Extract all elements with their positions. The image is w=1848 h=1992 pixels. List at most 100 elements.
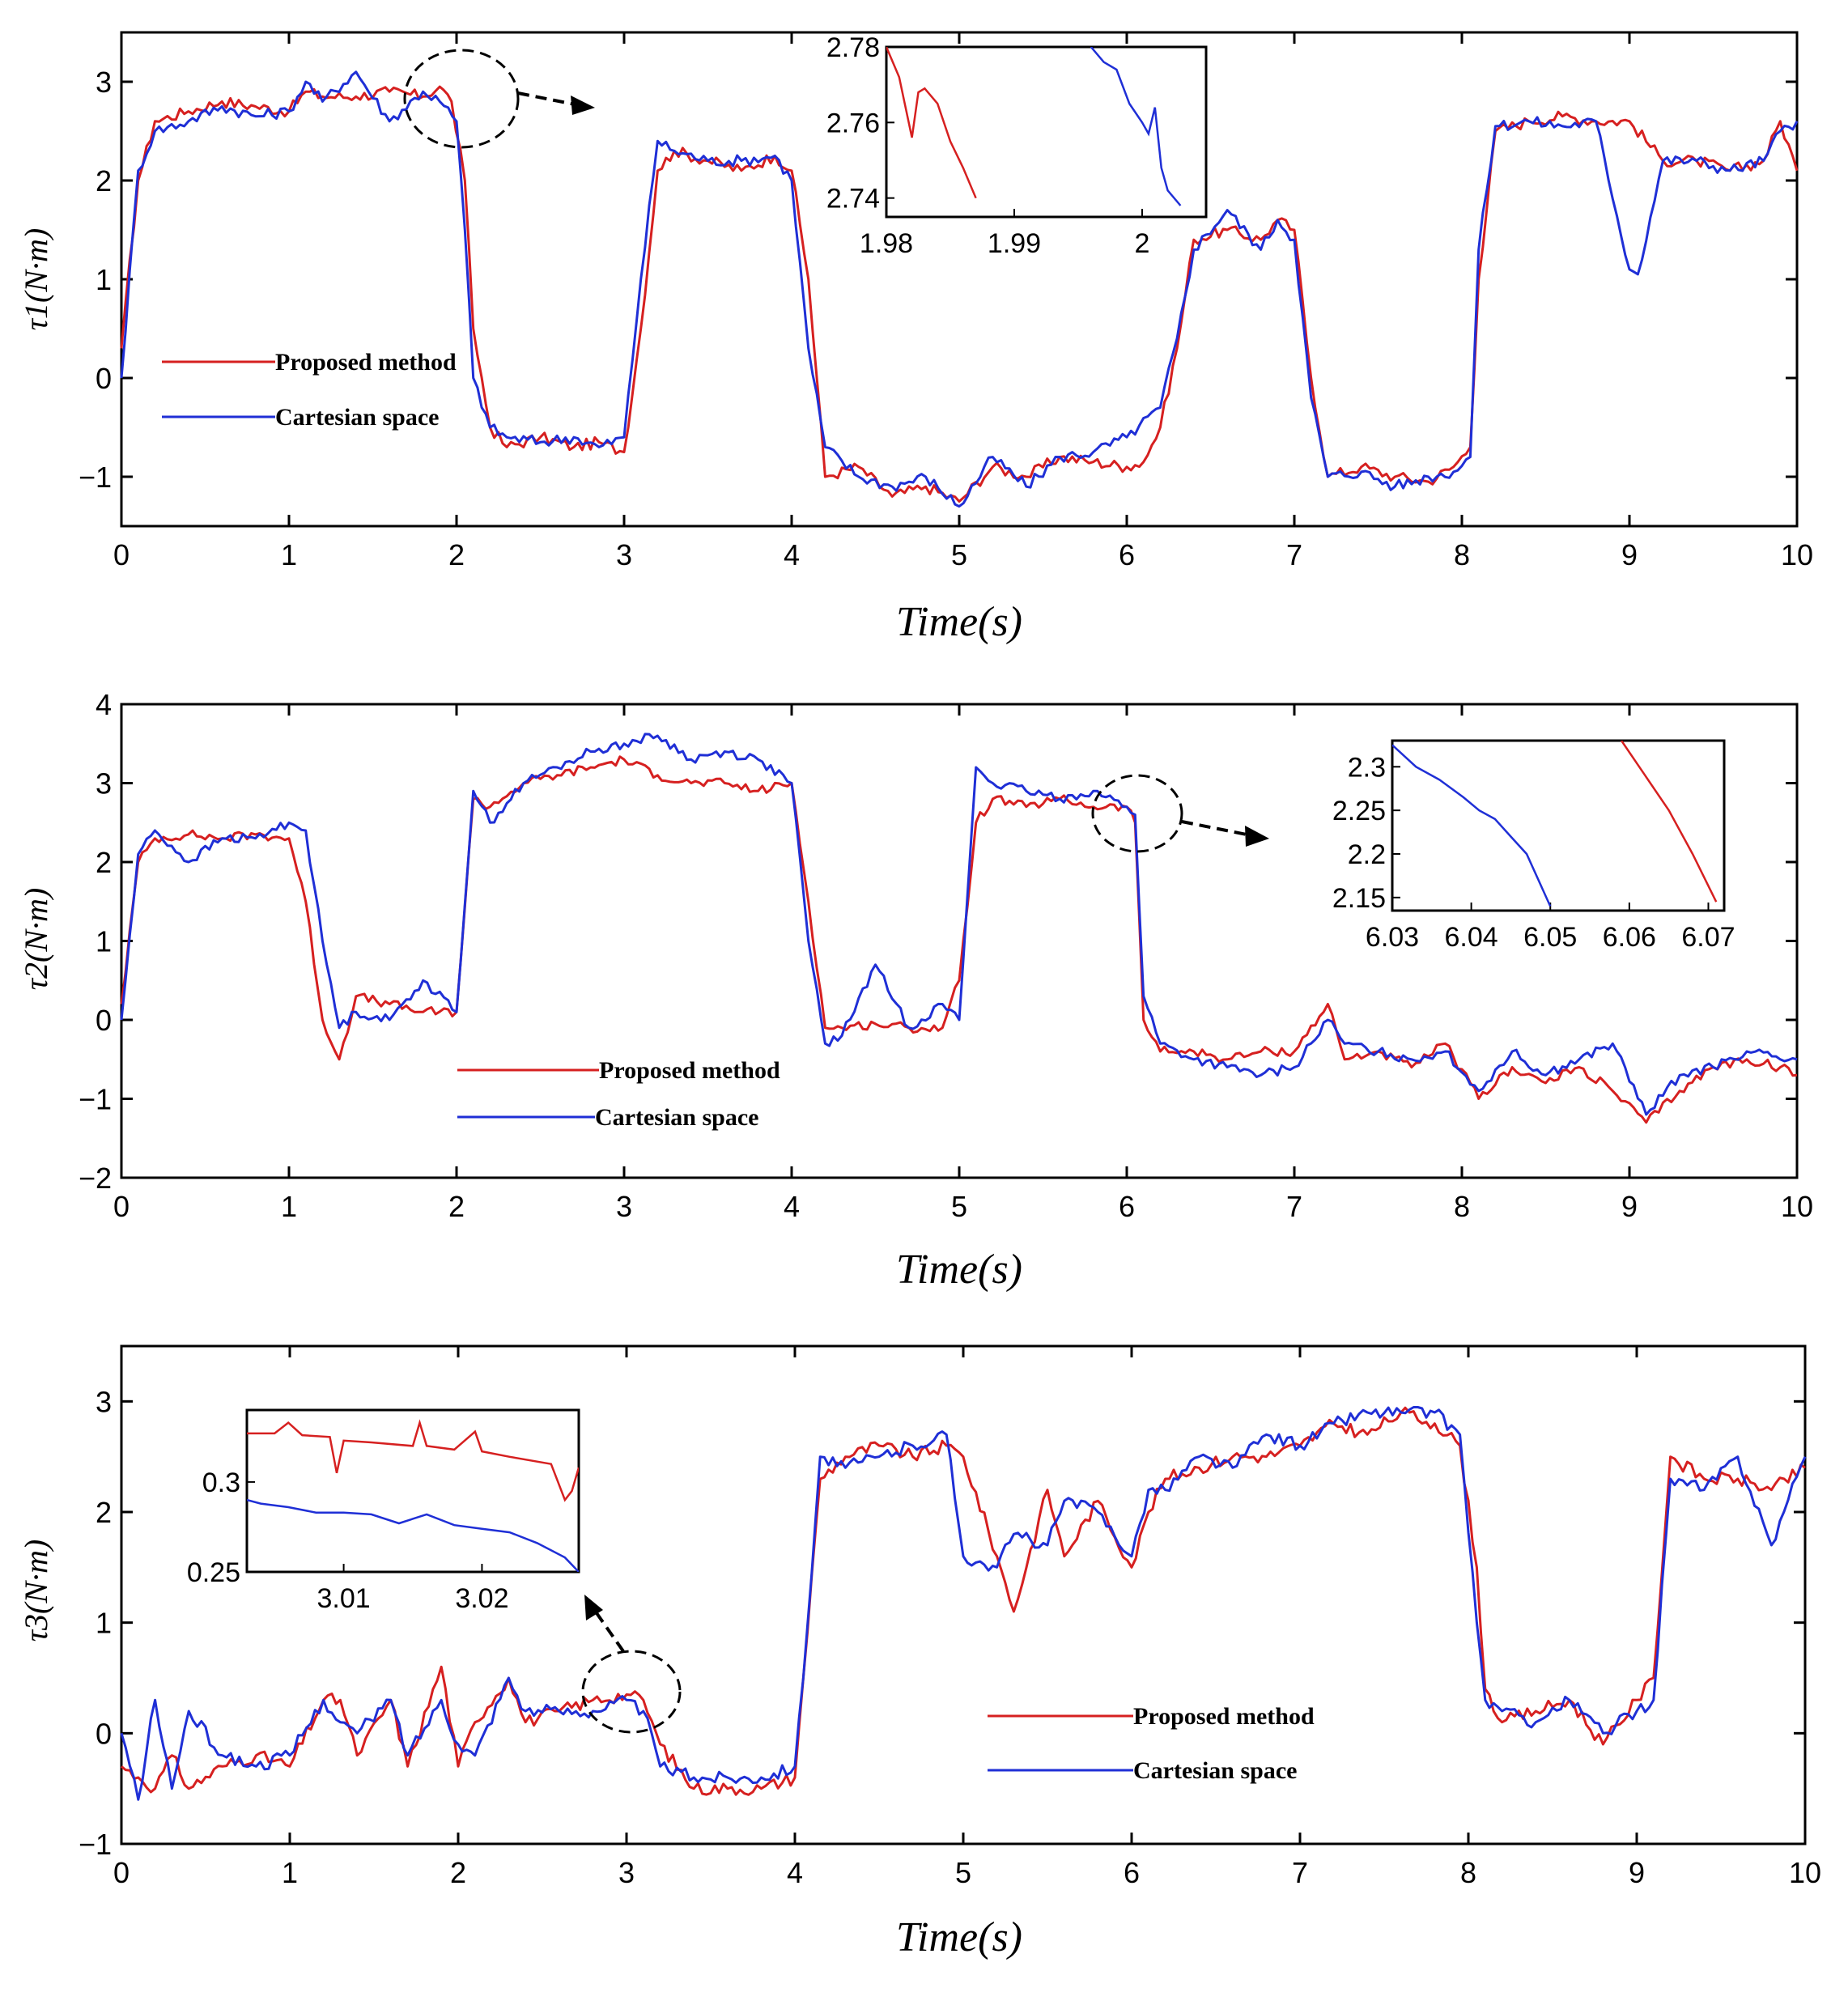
legend-label-cartesian: Cartesian space: [1133, 1757, 1297, 1784]
inset-x-tick-label: 6.05: [1523, 922, 1577, 953]
inset-series-line-cartesian: [1090, 47, 1182, 206]
inset-frame: [885, 45, 1208, 219]
x-tick-label: 5: [951, 1190, 967, 1223]
x-tick-label: 6: [1119, 538, 1135, 571]
legend: Proposed method Cartesian space: [162, 349, 457, 431]
inset-x-tick-label: 1.99: [988, 228, 1041, 259]
inset-y-tick-label: 2.3: [1348, 752, 1386, 783]
inset-y-tick-label: 0.25: [187, 1557, 240, 1588]
x-axis-label: Time(s): [896, 1247, 1022, 1293]
inset-y-tick-label: 2.15: [1332, 883, 1386, 914]
inset-chart: 6.03 6.04 6.05 6.06 6.07 2.3 2.25 2.2 2.15: [1332, 739, 1735, 953]
zoom-arrow: [1181, 820, 1251, 837]
inset-x-tick-label: 2: [1135, 228, 1150, 259]
inset-y-tick-label: 2.78: [826, 32, 880, 63]
zoom-ellipse: [1091, 774, 1183, 853]
zoom-arrow-head: [1245, 826, 1269, 847]
x-tick-label: 4: [784, 1190, 800, 1223]
inset-series-line-cartesian: [247, 1498, 579, 1572]
zoom-annotation: [581, 1595, 682, 1734]
legend-label-proposed: Proposed method: [599, 1057, 780, 1084]
x-tick-label: 6: [1119, 1190, 1135, 1223]
y-tick-label: 1: [96, 1607, 112, 1640]
inset-x-tick-label: 1.98: [860, 228, 913, 259]
x-tick-label: 9: [1629, 1856, 1645, 1889]
series-layer: [120, 733, 1798, 1124]
zoom-arrow-head: [571, 96, 595, 115]
y-tick-label: −1: [79, 1828, 112, 1861]
x-tick-label: 1: [282, 1856, 298, 1889]
x-tick-label: 1: [281, 538, 297, 571]
y-tick-label: 1: [96, 263, 112, 296]
x-tick-label: 10: [1789, 1856, 1821, 1889]
x-tick-label: 0: [113, 538, 130, 571]
x-tick-label: 2: [450, 1856, 466, 1889]
x-tick-label: 3: [616, 538, 632, 571]
x-tick-label: 3: [616, 1190, 632, 1223]
inset-y-tick-label: 2.74: [826, 184, 880, 214]
inset-chart: 3.01 3.02 0.3 0.25: [187, 1408, 580, 1614]
x-tick-label: 6: [1124, 1856, 1140, 1889]
inset-x-tick-label: 3.01: [316, 1583, 370, 1614]
zoom-annotation: [403, 49, 595, 149]
y-tick-label: 0: [96, 1717, 112, 1750]
series-layer: [120, 1406, 1807, 1801]
series-line-cartesian: [120, 70, 1799, 508]
y-axis-label: τ3(N·m): [18, 1540, 54, 1642]
y-tick-label: 0: [96, 362, 112, 395]
x-tick-label: 1: [281, 1190, 297, 1223]
y-tick-label: 4: [96, 688, 112, 721]
y-tick-label: −1: [79, 1083, 112, 1116]
inset-frame: [245, 1408, 580, 1574]
y-tick-label: 0: [96, 1004, 112, 1037]
x-axis-label: Time(s): [896, 1914, 1022, 1960]
zoom-arrow-head: [584, 1595, 603, 1620]
zoom-ellipse: [581, 1650, 682, 1734]
y-tick-label: 3: [96, 1385, 112, 1418]
inset-series-line-cartesian: [1392, 744, 1552, 907]
y-tick-label: 3: [96, 767, 112, 801]
inset-x-tick-label: 3.02: [455, 1583, 508, 1614]
x-tick-label: 2: [448, 1190, 465, 1223]
x-tick-label: 2: [448, 538, 465, 571]
x-tick-label: 5: [955, 1856, 971, 1889]
x-tick-label: 10: [1781, 538, 1813, 571]
x-tick-label: 5: [951, 538, 967, 571]
zoom-arrow: [593, 1609, 625, 1653]
y-axis-label: τ1(N·m): [18, 228, 54, 331]
series-line-cartesian: [120, 733, 1798, 1116]
x-tick-label: 4: [784, 538, 800, 571]
inset-series-line-proposed: [1621, 741, 1718, 903]
y-tick-label: −2: [79, 1162, 112, 1195]
legend-label-proposed: Proposed method: [275, 349, 457, 376]
inset-y-tick-label: 2.2: [1348, 839, 1386, 870]
x-axis-label: Time(s): [896, 599, 1022, 645]
x-tick-label: 3: [618, 1856, 635, 1889]
y-tick-label: 1: [96, 925, 112, 958]
y-tick-label: 2: [96, 846, 112, 879]
y-tick-label: 2: [96, 164, 112, 198]
y-tick-label: 2: [96, 1496, 112, 1529]
inset-chart: 1.98 1.99 2 2.78 2.76 2.74: [826, 32, 1208, 259]
legend: Proposed method Cartesian space: [988, 1703, 1315, 1784]
series-line-proposed: [120, 85, 1799, 503]
legend-label-cartesian: Cartesian space: [275, 404, 439, 431]
legend: Proposed method Cartesian space: [457, 1057, 780, 1131]
series-layer: [120, 70, 1799, 508]
x-tick-label: 4: [787, 1856, 803, 1889]
series-line-cartesian: [120, 1406, 1807, 1801]
x-tick-label: 0: [113, 1190, 130, 1223]
legend-label-proposed: Proposed method: [1133, 1703, 1315, 1730]
zoom-ellipse: [403, 49, 520, 149]
x-tick-label: 8: [1454, 538, 1470, 571]
x-tick-label: 10: [1781, 1190, 1813, 1223]
x-tick-label: 9: [1621, 1190, 1638, 1223]
zoom-annotation: [1091, 774, 1269, 853]
